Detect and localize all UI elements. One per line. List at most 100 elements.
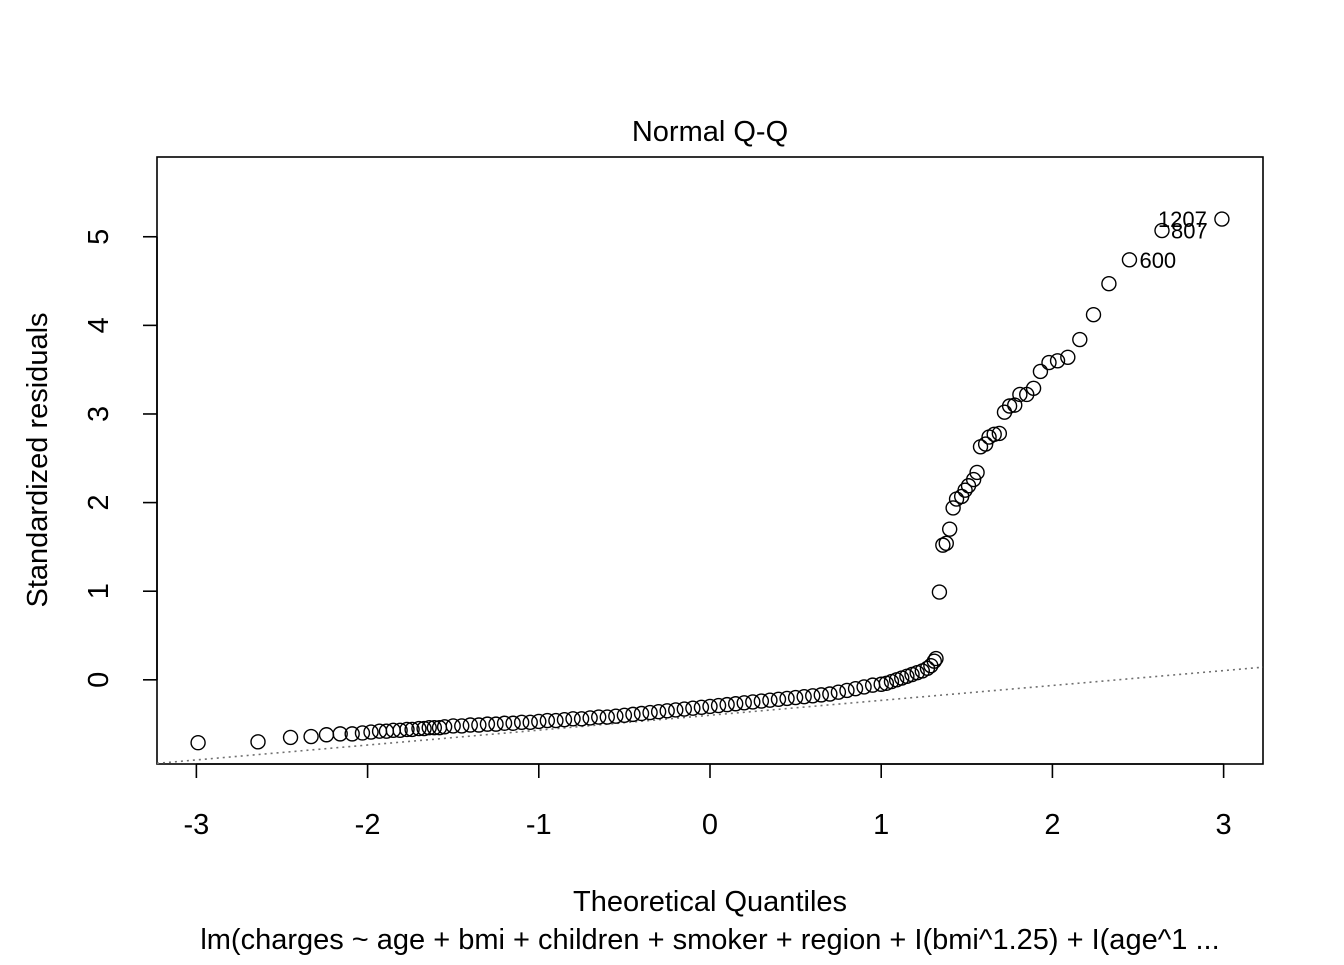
data-point (839, 682, 855, 699)
data-point (318, 727, 335, 743)
data-point (969, 464, 985, 481)
chart-title: Normal Q-Q (632, 116, 788, 148)
data-point (1049, 353, 1066, 369)
y-tick-label: 2 (83, 495, 115, 511)
data-point (938, 535, 954, 552)
x-tick-label: -2 (355, 809, 381, 841)
data-point (496, 715, 513, 731)
data-point (404, 721, 420, 738)
data-point (1041, 354, 1057, 371)
data-point (616, 707, 633, 723)
y-tick-label: 3 (83, 406, 115, 422)
data-point (830, 684, 847, 700)
data-point (745, 694, 761, 710)
data-point (1121, 252, 1138, 268)
x-tick-label: -3 (183, 809, 209, 841)
data-point (1072, 331, 1088, 348)
point-label: 807 (1171, 219, 1208, 244)
data-point (363, 724, 379, 740)
data-point (928, 650, 944, 667)
data-point (565, 711, 581, 727)
data-point (762, 692, 778, 708)
data-point (625, 706, 641, 723)
data-point (1007, 397, 1023, 413)
data-point (548, 712, 564, 729)
data-point (779, 690, 795, 707)
x-tick-label: 1 (873, 809, 889, 841)
points-layer (190, 211, 1230, 751)
data-point (977, 436, 994, 452)
data-point (573, 711, 590, 727)
data-point (1012, 386, 1028, 403)
data-point (344, 726, 360, 742)
data-point (250, 734, 266, 750)
data-point (856, 679, 872, 695)
point-label: 600 (1139, 248, 1176, 273)
data-point (462, 717, 479, 733)
data-point (1025, 380, 1042, 396)
data-point (522, 714, 538, 731)
data-point (436, 719, 453, 735)
x-tick-label: 2 (1044, 809, 1060, 841)
data-point (996, 404, 1013, 420)
y-tick-label: 0 (83, 672, 115, 688)
qq-reference-line (156, 666, 1264, 765)
data-point (556, 711, 573, 728)
data-point (513, 714, 530, 731)
data-point (354, 725, 371, 741)
data-point (960, 478, 977, 494)
point-label: 1207 (1158, 207, 1207, 232)
data-point (986, 426, 1002, 443)
data-point (505, 715, 521, 731)
data-point (727, 696, 744, 712)
data-point (1032, 363, 1049, 380)
data-point (753, 693, 770, 709)
data-point (847, 680, 864, 697)
data-point (332, 726, 348, 742)
data-point (633, 705, 650, 722)
x-tick-label: 0 (702, 809, 718, 841)
data-point (957, 482, 973, 498)
data-point (1154, 222, 1170, 239)
plot-frame (156, 156, 1264, 765)
x-tick-label: 3 (1216, 809, 1232, 841)
data-point (650, 704, 667, 720)
data-point (454, 718, 470, 734)
data-point (421, 719, 437, 736)
data-point (945, 500, 961, 516)
data-point (931, 584, 948, 600)
data-point (702, 698, 718, 715)
data-point (926, 653, 942, 669)
reference-line-layer (156, 666, 1264, 765)
data-point (642, 704, 658, 721)
data-point (1001, 398, 1018, 414)
data-point (668, 702, 684, 718)
data-point (965, 471, 982, 488)
data-point (736, 695, 752, 711)
data-point (719, 696, 735, 713)
data-point (935, 537, 951, 553)
data-point (805, 688, 821, 704)
data-point (399, 721, 415, 738)
data-point (471, 717, 487, 733)
data-point (873, 676, 889, 692)
data-point (1214, 211, 1230, 227)
data-point (770, 691, 787, 708)
data-point (608, 708, 624, 724)
data-point (582, 710, 598, 726)
data-point (599, 709, 615, 725)
data-point (190, 735, 206, 751)
data-point (411, 720, 427, 737)
data-point (445, 718, 461, 734)
data-point (531, 713, 547, 730)
y-tick-label: 1 (83, 583, 115, 599)
data-point (416, 720, 432, 737)
data-point (392, 722, 408, 739)
data-point (426, 719, 443, 736)
data-point (1085, 307, 1102, 323)
data-point (991, 425, 1008, 442)
data-point (941, 521, 958, 537)
